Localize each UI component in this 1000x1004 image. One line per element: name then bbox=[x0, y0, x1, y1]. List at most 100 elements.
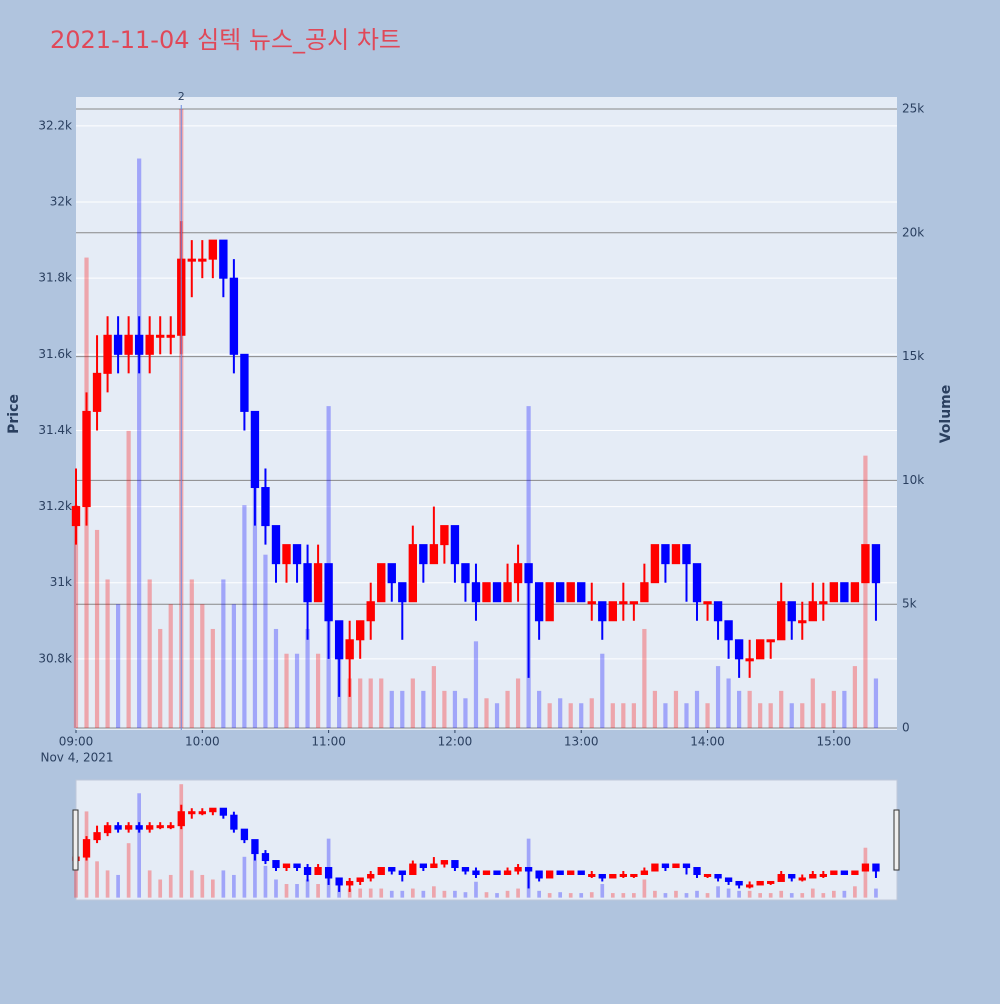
candle-body bbox=[598, 601, 607, 622]
candle-body bbox=[377, 563, 386, 603]
volume-bar bbox=[873, 678, 879, 728]
y-tick-label: 30.8k bbox=[38, 651, 72, 665]
volume-bar bbox=[631, 703, 636, 728]
candle-body bbox=[198, 258, 207, 262]
slider-candle-body bbox=[619, 873, 627, 877]
slider-volume-bar bbox=[684, 893, 689, 898]
candle-body bbox=[745, 658, 754, 662]
volume-bar bbox=[600, 653, 605, 728]
candle-body bbox=[429, 544, 439, 565]
slider-candle-body bbox=[819, 873, 827, 877]
slider-candle-body bbox=[419, 863, 428, 869]
slider-volume-bar bbox=[874, 888, 878, 898]
candle-body bbox=[334, 620, 344, 660]
volume-bar bbox=[158, 628, 163, 728]
volume-bar bbox=[252, 455, 258, 728]
volume-bar bbox=[747, 690, 752, 728]
volume-bar bbox=[200, 604, 205, 728]
slider-candle-body bbox=[124, 825, 133, 830]
slider-volume-bar bbox=[558, 892, 563, 898]
volume-bar bbox=[768, 703, 773, 728]
slider-volume-bar bbox=[221, 870, 226, 898]
volume-bar bbox=[105, 579, 110, 728]
slider-volume-bar bbox=[126, 843, 131, 898]
slider-candle-body bbox=[598, 873, 606, 879]
volume-bar bbox=[494, 703, 500, 728]
slider-volume-bar bbox=[810, 888, 815, 898]
y-tick-label: 31.2k bbox=[38, 499, 72, 513]
y2-tick-label: 5k bbox=[902, 597, 917, 611]
slider-candle-body bbox=[809, 873, 817, 879]
slider-candle-body bbox=[114, 825, 122, 830]
candle-body bbox=[713, 601, 723, 622]
candle-body bbox=[134, 334, 144, 355]
volume-bar bbox=[610, 703, 615, 728]
candle-body bbox=[366, 601, 375, 622]
volume-bar bbox=[842, 690, 847, 728]
slider-volume-bar bbox=[347, 888, 352, 898]
range-handle[interactable] bbox=[72, 809, 79, 871]
slider-candle-body bbox=[851, 870, 859, 875]
slider-candle-body bbox=[272, 860, 280, 869]
candle-body bbox=[503, 582, 512, 603]
slider-candle-body bbox=[661, 863, 670, 869]
slider-candle-body bbox=[777, 873, 785, 882]
slider-volume-bar bbox=[779, 890, 784, 898]
slider-candle-body bbox=[724, 877, 733, 882]
y2-tick-label: 15k bbox=[902, 349, 924, 363]
volume-bar bbox=[642, 628, 647, 728]
slider-candle-body bbox=[198, 811, 206, 815]
volume-bar bbox=[726, 678, 731, 728]
volume-bar bbox=[558, 698, 563, 728]
slider-candle-body bbox=[651, 863, 659, 872]
slider-candle-body bbox=[735, 880, 743, 886]
candle-body bbox=[103, 334, 112, 374]
range-slider[interactable] bbox=[75, 779, 898, 901]
x-tick-label: 14:00 bbox=[690, 735, 725, 749]
candle-body bbox=[661, 544, 670, 565]
candle-body bbox=[282, 544, 291, 565]
candle-body bbox=[303, 563, 312, 603]
slider-candle-body bbox=[219, 807, 228, 816]
volume-bar bbox=[137, 158, 142, 728]
slider-candle-body bbox=[703, 873, 712, 877]
slider-candle-body bbox=[535, 870, 543, 879]
slider-candle-body bbox=[556, 870, 564, 875]
slider-candle-body bbox=[167, 825, 175, 829]
slider-candle-body bbox=[756, 880, 764, 886]
range-handle[interactable] bbox=[893, 809, 900, 871]
volume-bar bbox=[484, 698, 489, 728]
slider-candle-body bbox=[251, 839, 259, 855]
volume-bar bbox=[410, 678, 415, 728]
candle-body bbox=[471, 582, 481, 603]
y-tick-label: 31.8k bbox=[38, 271, 72, 285]
slider-volume-bar bbox=[368, 888, 373, 898]
candle-body bbox=[566, 582, 575, 603]
volume-bar bbox=[452, 690, 458, 728]
slider-volume-bar bbox=[568, 893, 573, 898]
slider-volume-bar bbox=[284, 884, 289, 898]
candle-body bbox=[408, 544, 418, 603]
slider-candle-body bbox=[451, 860, 459, 869]
volume-bar bbox=[694, 690, 700, 728]
candle-body bbox=[777, 601, 786, 641]
slider-volume-bar bbox=[232, 874, 236, 898]
volume-bar bbox=[358, 678, 363, 728]
slider-candle-body bbox=[788, 873, 796, 879]
volume-bar bbox=[737, 690, 742, 728]
candle-body bbox=[219, 239, 228, 279]
chart-title: 2021-11-04 심텍 뉴스_공시 차트 bbox=[50, 26, 401, 54]
slider-volume-bar bbox=[179, 784, 184, 898]
annotation-text: 2 bbox=[178, 90, 185, 103]
slider-candle-body bbox=[609, 873, 617, 879]
slider-volume-bar bbox=[853, 886, 857, 898]
volume-bar bbox=[589, 698, 594, 728]
candle-body bbox=[229, 277, 239, 355]
slider-candle-body bbox=[324, 867, 333, 879]
slider-volume-bar bbox=[147, 870, 152, 898]
slider-volume-bar bbox=[716, 886, 720, 898]
candle-body bbox=[208, 239, 218, 260]
volume-bar bbox=[210, 628, 215, 728]
volume-bar bbox=[821, 703, 826, 728]
slider-candle-body bbox=[577, 870, 585, 875]
